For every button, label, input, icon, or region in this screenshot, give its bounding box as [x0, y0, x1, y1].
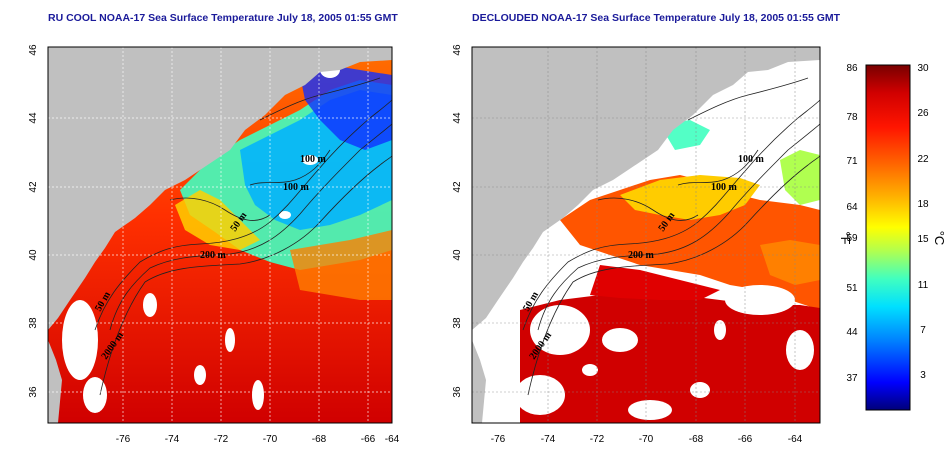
fahrenheit-scale: 86 78 71 64 59 51 44 37 [846, 63, 858, 384]
fahrenheit-unit-label: °F [838, 231, 853, 244]
right-sst-map: 100 m 100 m 50 m 200 m 50 m 2000 m -76 -… [452, 44, 821, 445]
svg-text:-72: -72 [214, 434, 229, 445]
right-map-title: DECLOUDED NOAA-17 Sea Surface Temperatur… [472, 12, 841, 24]
svg-text:44: 44 [28, 112, 39, 124]
contour-label: 200 m [200, 250, 227, 261]
svg-text:86: 86 [846, 63, 858, 74]
svg-text:26: 26 [917, 108, 929, 119]
land-mass [472, 47, 820, 330]
svg-text:15: 15 [917, 234, 929, 245]
svg-text:71: 71 [846, 156, 858, 167]
svg-text:22: 22 [917, 154, 929, 165]
svg-text:38: 38 [28, 317, 39, 329]
svg-text:-68: -68 [312, 434, 327, 445]
svg-text:46: 46 [452, 44, 463, 56]
svg-text:38: 38 [452, 317, 463, 329]
svg-text:3: 3 [920, 370, 926, 381]
celsius-unit-label: °C [932, 231, 947, 246]
svg-text:40: 40 [28, 249, 39, 261]
svg-text:36: 36 [28, 386, 39, 398]
left-lon-axis: -76 -74 -72 -70 -68 -66 -64 [116, 434, 400, 445]
svg-text:42: 42 [28, 181, 39, 193]
svg-text:-70: -70 [639, 434, 654, 445]
celsius-scale: 30 26 22 18 15 11 7 3 [917, 63, 929, 381]
svg-text:-70: -70 [263, 434, 278, 445]
left-sst-map: 100 m 100 m 50 m 200 m 50 m 2000 m -76 -… [28, 44, 400, 445]
svg-text:-64: -64 [385, 434, 400, 445]
svg-text:44: 44 [846, 327, 858, 338]
temperature-colorbar: 86 78 71 64 59 51 44 37 30 26 22 18 15 1… [838, 63, 947, 411]
contour-label: 200 m [628, 250, 655, 261]
svg-text:46: 46 [28, 44, 39, 56]
svg-text:-76: -76 [116, 434, 131, 445]
svg-text:7: 7 [920, 325, 926, 336]
svg-text:-76: -76 [491, 434, 506, 445]
svg-text:40: 40 [452, 249, 463, 261]
svg-text:64: 64 [846, 202, 858, 213]
svg-text:-66: -66 [361, 434, 376, 445]
svg-text:11: 11 [918, 280, 929, 291]
svg-text:-66: -66 [738, 434, 753, 445]
svg-text:-68: -68 [689, 434, 704, 445]
svg-text:44: 44 [452, 112, 463, 124]
left-map-title: RU COOL NOAA-17 Sea Surface Temperature … [48, 12, 398, 24]
right-lat-axis: 46 44 42 40 38 36 [452, 44, 463, 398]
svg-text:-72: -72 [590, 434, 605, 445]
contour-label: 100 m [300, 154, 327, 165]
svg-text:42: 42 [452, 181, 463, 193]
svg-text:-74: -74 [541, 434, 556, 445]
svg-text:30: 30 [917, 63, 929, 74]
contour-label: 100 m [711, 182, 738, 193]
svg-text:-64: -64 [788, 434, 803, 445]
left-lat-axis: 46 44 42 40 38 36 [28, 44, 39, 398]
svg-text:59: 59 [846, 233, 858, 244]
svg-text:-74: -74 [165, 434, 180, 445]
svg-text:78: 78 [846, 112, 858, 123]
right-lon-axis: -76 -74 -72 -70 -68 -66 -64 [491, 434, 803, 445]
svg-text:36: 36 [452, 386, 463, 398]
svg-text:37: 37 [846, 373, 858, 384]
svg-text:51: 51 [846, 283, 858, 294]
svg-text:18: 18 [917, 199, 929, 210]
contour-label: 100 m [283, 182, 310, 193]
contour-label: 100 m [738, 154, 765, 165]
